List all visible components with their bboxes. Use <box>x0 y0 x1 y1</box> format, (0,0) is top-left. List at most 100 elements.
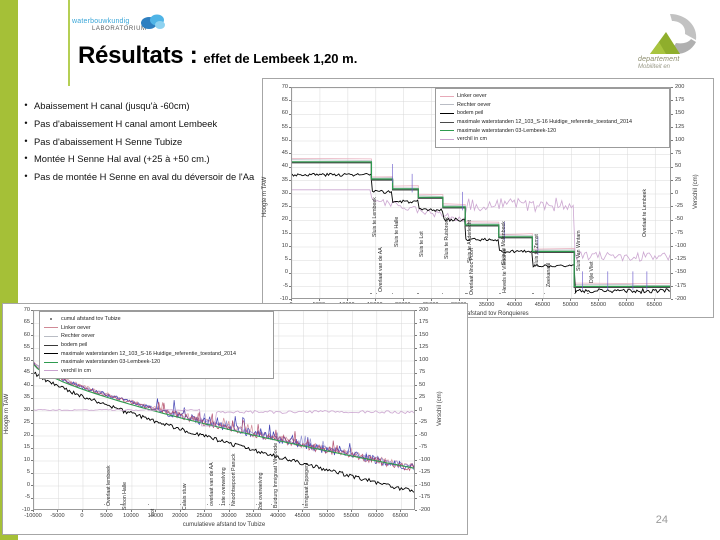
y-axis-tick-label: 65 <box>281 97 288 104</box>
y2-axis-tick <box>415 460 417 461</box>
y2-axis-tick-label: -75 <box>419 444 428 451</box>
y-axis-tick-label: 45 <box>281 150 288 157</box>
chart-legend: cumul afstand tov Tubize Linker oever Rech… <box>39 311 274 380</box>
y2-axis-tick-label: 175 <box>675 97 685 104</box>
y-axis-tick-label: 0 <box>284 269 288 276</box>
legend-label: maximale waterstanden 12_103_S-16 Huidig… <box>457 119 633 126</box>
annotation-marker-icon <box>270 504 272 506</box>
waterbouwkundig-logo-line2: LABORATORIUM <box>92 26 147 32</box>
bullet-marker-icon: • <box>24 117 28 128</box>
departement-triangle-icon <box>650 14 697 54</box>
y-axis-tick <box>31 447 33 449</box>
x-axis-tick <box>326 510 328 512</box>
y-axis-tick-label: -5 <box>25 494 30 501</box>
chart-annotation-label: Sluis Van Wintam <box>575 230 582 271</box>
x-axis-tick-label: 35000 <box>245 513 262 519</box>
y2-axis-tick <box>415 347 417 349</box>
legend-label: maximale waterstanden 12_103_S-16 Huidig… <box>61 350 237 357</box>
legend-item: maximale waterstanden 03-Lembeek-120 <box>440 126 665 135</box>
x-axis-tick <box>253 510 255 512</box>
legend-item: maximale waterstanden 12_103_S-16 Huidig… <box>44 349 269 358</box>
y-axis-tick <box>31 422 33 424</box>
y-axis-tick <box>31 310 33 311</box>
y2-axis-tick-label: 100 <box>419 356 429 363</box>
annotation-marker-icon <box>543 293 545 295</box>
legend-swatch-icon <box>44 370 58 372</box>
bullet-text: Montée H Senne Hal aval (+25 à +50 cm.) <box>34 153 210 165</box>
y-axis-tick <box>31 385 33 386</box>
y-axis-tick <box>31 360 33 361</box>
y-axis-tick <box>289 179 291 181</box>
y-axis-tick <box>289 272 291 274</box>
x-axis-tick-label: 25000 <box>196 513 213 519</box>
page-number: 24 <box>655 514 668 526</box>
legend-item: Rechter oever <box>440 101 665 110</box>
bullet-list: • Abaissement H canal (jusqu'à -60cm) • … <box>18 100 262 189</box>
annotation-marker-icon <box>219 504 221 506</box>
annotation-marker-icon <box>498 293 501 295</box>
chart-annotation-label: Sluis te Zemst <box>534 234 541 267</box>
y2-axis-tick <box>671 259 673 261</box>
y2-axis-tick <box>415 497 417 499</box>
bullet-marker-icon: • <box>24 100 28 110</box>
y2-axis-tick-label: 125 <box>675 123 685 130</box>
x-axis-tick <box>654 299 656 301</box>
y2-axis-tick-label: -150 <box>419 481 431 488</box>
departement-logo-line2: Mobiliteit en <box>638 64 671 70</box>
x-axis-tick-label: 0 <box>80 513 84 519</box>
annotation-marker-icon <box>179 504 182 506</box>
y2-axis-tick <box>415 422 417 424</box>
x-axis-tick-label: 65000 <box>392 513 409 519</box>
x-axis-tick-label: -5000 <box>50 513 65 519</box>
chart-annotation-label: Overlaat te Lembeek <box>642 188 649 237</box>
y2-axis-tick-label: -100 <box>675 242 687 249</box>
y-axis-tick <box>31 335 33 336</box>
legend-swatch-icon <box>440 112 454 114</box>
x-axis-tick-label: 55000 <box>343 513 360 519</box>
y2-axis-tick <box>671 285 673 287</box>
x-axis-tick <box>204 510 206 512</box>
legend-item: Linker oever <box>44 324 269 333</box>
y2-axis-tick <box>415 510 417 511</box>
x-axis-tick <box>542 299 544 301</box>
y2-axis-tick-label: 75 <box>419 369 426 376</box>
bullet-text: Pas d'abaissement H Senne Tubize <box>34 135 183 147</box>
y-axis-tick-label: 60 <box>281 110 288 117</box>
y2-axis-tick <box>671 206 673 208</box>
y2-axis-tick <box>415 435 417 436</box>
annotation-marker-icon <box>104 504 106 506</box>
y2-axis-tick <box>671 140 673 141</box>
y-axis-tick <box>289 126 291 128</box>
annotation-marker-icon <box>441 293 444 295</box>
y2-axis-tick <box>671 87 673 88</box>
chart-longitudinal-ronquieres: 70 65 60 55 50 45 40 35 30 25 20 15 10 5 0 -5 -10 200 175 1… <box>262 78 714 318</box>
page-title-main: Résultats : <box>78 42 198 69</box>
x-axis-tick <box>458 299 460 301</box>
bullet-text: Abaissement H canal (jusqu'à -60cm) <box>34 100 190 111</box>
x-axis-tick <box>302 510 304 512</box>
y-axis-tick <box>289 193 291 194</box>
x-axis-tick-label: 55000 <box>590 302 607 308</box>
x-axis-tick <box>33 510 34 512</box>
y-axis-tick <box>289 259 291 261</box>
x-axis-tick <box>598 299 600 301</box>
legend-swatch-icon <box>440 138 454 140</box>
x-axis-tick <box>57 510 59 512</box>
x-axis-tick-label: 35000 <box>478 302 495 308</box>
y2-axis-tick <box>671 166 673 168</box>
legend-swatch-icon <box>440 95 454 97</box>
x-axis-tick <box>351 510 353 512</box>
x-axis-tick <box>291 299 292 301</box>
y2-axis-tick <box>415 360 417 361</box>
legend-label: Rechter oever <box>457 101 491 108</box>
y-axis-tick-label: 30 <box>23 406 30 413</box>
list-item: • Montée H Senne Hal aval (+25 à +50 cm.… <box>18 153 262 165</box>
y-axis-tick-label: 10 <box>23 456 30 463</box>
legend-label: bodem peil <box>61 342 88 349</box>
title-divider-rule <box>68 0 70 86</box>
y-axis-tick <box>31 397 33 399</box>
y-axis-tick <box>289 140 291 141</box>
y-axis-tick <box>31 410 33 411</box>
annotation-marker-icon <box>148 504 150 506</box>
y2-axis-tick <box>415 372 417 374</box>
